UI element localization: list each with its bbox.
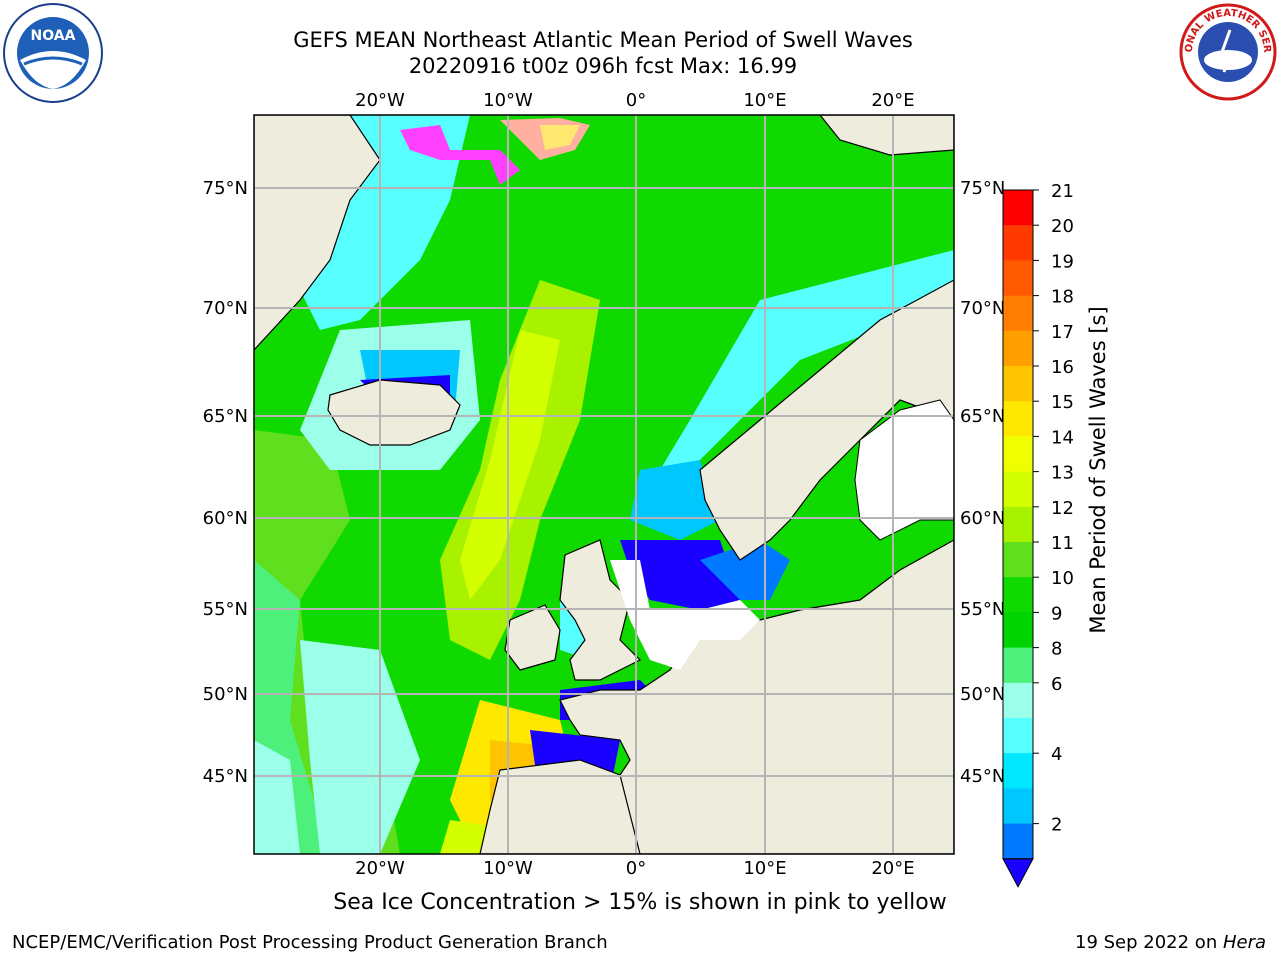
colorbar-ticks: 21 20 19 18 17 16 15 14 13 12 11 10 9 8 6 4 2 [1033, 181, 1074, 836]
footer-date: 19 Sep 2022 on Hera [1075, 932, 1266, 953]
colorbar-segment [1003, 506, 1033, 543]
colorbar-tick-label: 8 [1051, 639, 1062, 660]
colorbar-segment [1003, 330, 1033, 367]
lat-label-left: 55°N [203, 599, 248, 620]
lat-label-right: 65°N [960, 406, 1005, 427]
lon-label-bottom: 10°W [483, 858, 533, 879]
colorbar-segment [1003, 542, 1033, 578]
colorbar-segment [1003, 260, 1033, 297]
lon-label-bottom: 0° [626, 858, 646, 879]
colorbar-tick-label: 14 [1051, 427, 1074, 448]
colorbar-segment [1003, 471, 1033, 508]
colorbar-segment [1003, 682, 1033, 719]
map-frame [253, 114, 955, 855]
colorbar-frame [1002, 189, 1034, 860]
colorbar-label: Mean Period of Swell Waves [s] [1086, 306, 1110, 633]
lon-label-bottom: 10°E [743, 858, 786, 879]
lat-label-right: 45°N [960, 766, 1005, 787]
nws-logo: NATIONAL WEATHER SERVICE [1178, 2, 1277, 101]
colorbar-segment [1003, 436, 1033, 473]
colorbar-tick-label: 9 [1051, 603, 1062, 624]
colorbar-tick-label: 17 [1051, 322, 1074, 343]
colorbar-tick-label: 12 [1051, 498, 1074, 519]
top-lon-labels: 20°W 10°W 0° 10°E 20°E [355, 90, 914, 111]
lat-label-right: 75°N [960, 178, 1005, 199]
lon-label-top: 20°W [355, 90, 405, 111]
lat-label-left: 50°N [203, 684, 248, 705]
colorbar-segment [1003, 366, 1033, 402]
colorbar-tick-label: 19 [1051, 251, 1074, 272]
footer-host: Hera [1222, 932, 1266, 953]
lon-label-top: 20°E [871, 90, 914, 111]
colorbar-segment [1003, 225, 1033, 261]
footer-date-text: 19 Sep 2022 on [1075, 932, 1223, 953]
bottom-lon-labels: 20°W 10°W 0° 10°E 20°E [355, 858, 914, 879]
colorbar-extend-arrow [1002, 858, 1034, 888]
lat-label-right: 60°N [960, 508, 1005, 529]
colorbar-segment [1003, 190, 1033, 226]
left-lat-labels: 75°N 70°N 65°N 60°N 55°N 50°N 45°N [203, 178, 248, 787]
lat-label-right: 55°N [960, 599, 1005, 620]
lat-label-left: 65°N [203, 406, 248, 427]
colorbar-segment [1003, 647, 1033, 684]
lon-label-bottom: 20°E [871, 858, 914, 879]
lat-label-left: 60°N [203, 508, 248, 529]
colorbar-segment [1003, 753, 1033, 789]
sea-ice-note: Sea Ice Concentration > 15% is shown in … [333, 890, 947, 915]
lat-label-right: 70°N [960, 298, 1005, 319]
colorbar-segment [1003, 401, 1033, 437]
colorbar-tick-label: 21 [1051, 181, 1074, 202]
colorbar [1002, 189, 1034, 888]
map-grid [254, 115, 954, 854]
colorbar-segment [1003, 823, 1033, 860]
colorbar-segment [1003, 612, 1033, 649]
map-field [254, 115, 954, 854]
colorbar-tick-label: 11 [1051, 533, 1074, 554]
lon-label-bottom: 20°W [355, 858, 405, 879]
colorbar-tick-label: 2 [1051, 815, 1062, 836]
lon-label-top: 0° [626, 90, 646, 111]
colorbar-tick-label: 10 [1051, 568, 1074, 589]
colorbar-segment [1003, 295, 1033, 332]
noaa-logo-text: NOAA [31, 28, 76, 44]
footer-credit: NCEP/EMC/Verification Post Processing Pr… [12, 932, 608, 953]
lat-label-left: 45°N [203, 766, 248, 787]
lat-label-right: 50°N [960, 684, 1005, 705]
colorbar-tick-label: 6 [1051, 674, 1062, 695]
map-title: GEFS MEAN Northeast Atlantic Mean Period… [293, 28, 913, 52]
colorbar-tick-label: 20 [1051, 216, 1074, 237]
colorbar-tick-label: 16 [1051, 357, 1074, 378]
lon-label-top: 10°E [743, 90, 786, 111]
lon-label-top: 10°W [483, 90, 533, 111]
colorbar-tick-label: 15 [1051, 392, 1074, 413]
colorbar-segment [1003, 788, 1033, 825]
colorbar-segment [1003, 577, 1033, 613]
map-subtitle: 20220916 t00z 096h fcst Max: 16.99 [408, 54, 798, 78]
colorbar-tick-label: 13 [1051, 463, 1074, 484]
colorbar-tick-label: 4 [1051, 744, 1062, 765]
lat-label-left: 75°N [203, 178, 248, 199]
noaa-logo: NOAA [3, 3, 103, 103]
colorbar-tick-label: 18 [1051, 287, 1074, 308]
colorbar-segment [1003, 718, 1033, 754]
lat-label-left: 70°N [203, 298, 248, 319]
right-lat-labels: 75°N 70°N 65°N 60°N 55°N 50°N 45°N [960, 178, 1005, 787]
